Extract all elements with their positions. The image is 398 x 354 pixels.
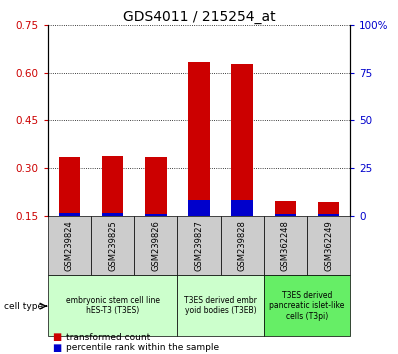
Bar xyxy=(178,275,264,336)
Bar xyxy=(231,64,253,216)
Bar xyxy=(134,216,178,275)
Text: GSM239824: GSM239824 xyxy=(65,220,74,271)
Bar xyxy=(318,202,339,216)
Bar xyxy=(188,200,210,216)
Bar xyxy=(102,156,123,216)
Bar xyxy=(48,275,178,336)
Bar xyxy=(102,213,123,216)
Bar xyxy=(275,201,296,216)
Text: GSM239827: GSM239827 xyxy=(195,220,203,271)
Bar xyxy=(59,157,80,216)
Bar xyxy=(59,213,80,216)
Bar xyxy=(318,214,339,216)
Bar xyxy=(178,216,220,275)
Bar xyxy=(264,216,307,275)
Bar xyxy=(220,216,264,275)
Bar xyxy=(275,214,296,216)
Text: GSM362249: GSM362249 xyxy=(324,220,333,271)
Bar xyxy=(91,216,134,275)
Bar xyxy=(307,216,350,275)
Text: GSM239826: GSM239826 xyxy=(151,220,160,271)
Text: ■: ■ xyxy=(52,332,61,342)
Text: percentile rank within the sample: percentile rank within the sample xyxy=(66,343,219,352)
Text: T3ES derived
pancreatic islet-like
cells (T3pi): T3ES derived pancreatic islet-like cells… xyxy=(269,291,345,321)
Bar xyxy=(264,275,350,336)
Text: GSM362248: GSM362248 xyxy=(281,220,290,271)
Bar xyxy=(231,200,253,216)
Title: GDS4011 / 215254_at: GDS4011 / 215254_at xyxy=(123,10,275,24)
Text: GSM239825: GSM239825 xyxy=(108,220,117,271)
Text: ■: ■ xyxy=(52,343,61,353)
Text: T3ES derived embr
yoid bodies (T3EB): T3ES derived embr yoid bodies (T3EB) xyxy=(184,296,257,315)
Text: transformed count: transformed count xyxy=(66,332,150,342)
Bar xyxy=(48,216,91,275)
Bar xyxy=(145,158,167,216)
Text: embryonic stem cell line
hES-T3 (T3ES): embryonic stem cell line hES-T3 (T3ES) xyxy=(66,296,160,315)
Text: GSM239828: GSM239828 xyxy=(238,220,247,271)
Bar xyxy=(188,62,210,216)
Bar xyxy=(145,214,167,216)
Text: cell type: cell type xyxy=(4,302,43,310)
